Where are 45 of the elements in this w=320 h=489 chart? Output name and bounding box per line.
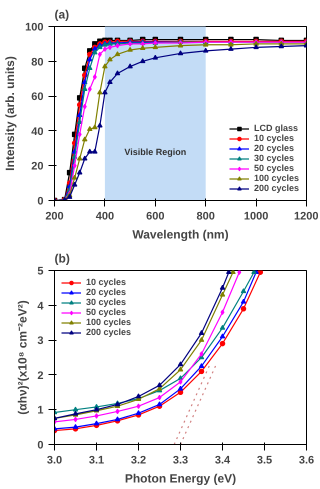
band-label: Visible Region — [124, 147, 186, 157]
legend-label: 100 cycles — [86, 317, 132, 327]
legend-label: 20 cycles — [86, 287, 126, 297]
x-tick-label: 3.4 — [214, 454, 232, 466]
y-tick-label: 1 — [37, 404, 44, 417]
y-tick-label: 20 — [31, 160, 44, 173]
legend-label: 10 cycles — [86, 277, 126, 287]
y-tick-label: 5 — [37, 266, 44, 278]
y-tick-label: 60 — [31, 91, 44, 104]
x-tick-label: 800 — [196, 210, 215, 222]
x-tick-label: 400 — [96, 210, 114, 222]
x-tick-label: 3.2 — [130, 454, 146, 466]
x-tick-label: 3.0 — [46, 454, 62, 466]
legend-label: 100 cycles — [254, 173, 299, 183]
y-tick-label: 80 — [31, 56, 44, 68]
chart-title: (b) — [54, 252, 70, 266]
legend-label: 50 cycles — [86, 307, 126, 317]
y-axis-title: (αhν)²(x10⁸ cm⁻²eV²) — [15, 300, 30, 415]
y-tick-label: 4 — [37, 300, 44, 312]
legend-label: 30 cycles — [254, 153, 294, 163]
legend-label: 50 cycles — [254, 163, 294, 173]
y-tick-label: 0 — [37, 196, 44, 208]
legend-label: 200 cycles — [86, 327, 132, 337]
y-tick-label: 2 — [37, 370, 44, 382]
x-axis-title: Wavelength (nm) — [132, 228, 229, 242]
y-tick-label: 0 — [37, 440, 44, 452]
y-axis-title: Intensity (arb. units) — [3, 56, 18, 171]
legend-label: 20 cycles — [254, 143, 294, 153]
legend-label: 200 cycles — [254, 183, 299, 193]
x-tick-label: 600 — [146, 210, 164, 222]
y-tick-label: 40 — [31, 126, 44, 138]
x-tick-label: 200 — [45, 210, 64, 222]
y-tick-label: 3 — [37, 335, 44, 348]
chart-title: (a) — [54, 8, 70, 22]
x-tick-label: 3.5 — [256, 454, 272, 466]
x-tick-label: 3.1 — [88, 454, 104, 466]
legend-label: 30 cycles — [86, 297, 126, 307]
x-tick-label: 3.3 — [172, 454, 188, 466]
y-tick-label: 100 — [25, 22, 44, 34]
x-axis-title: Photon Energy (eV) — [124, 472, 236, 486]
x-tick-label: 3.6 — [298, 454, 314, 466]
legend-label: LCD glass — [254, 123, 298, 133]
legend-label: 10 cycles — [254, 133, 294, 143]
x-tick-label: 1000 — [244, 210, 268, 222]
x-tick-label: 1200 — [294, 210, 319, 222]
